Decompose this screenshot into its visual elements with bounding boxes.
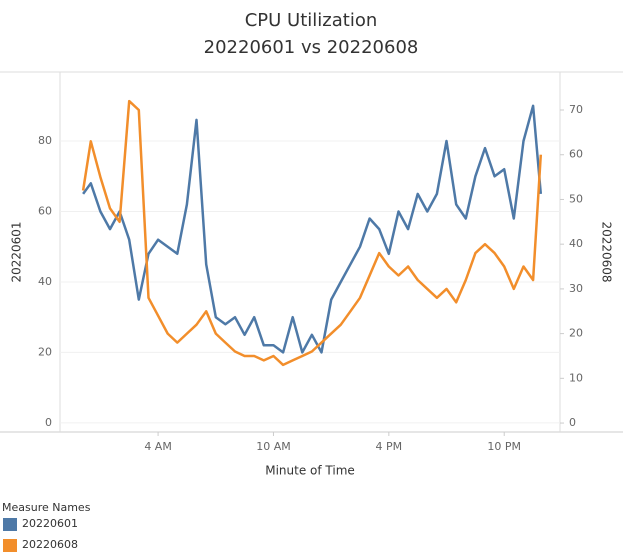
y2-tick-label: 10 (569, 371, 583, 384)
series-line (81, 99, 543, 367)
y-axis-label: 20220601 (10, 221, 24, 282)
y-tick-label: 0 (45, 416, 52, 429)
y2-tick-label: 40 (569, 237, 583, 250)
y2-tick-label: 60 (569, 148, 583, 161)
y2-axis-label: 20220608 (600, 221, 614, 282)
y-tick-label: 40 (38, 275, 52, 288)
y2-tick-label: 30 (569, 282, 583, 295)
y2-tick-label: 20 (569, 327, 583, 340)
x-tick-label: 4 AM (144, 440, 172, 453)
legend-title: Measure Names (2, 501, 91, 514)
legend-swatch (3, 539, 17, 552)
y-tick-label: 60 (38, 204, 52, 217)
x-axis-label: Minute of Time (265, 464, 355, 478)
x-tick-label: 10 PM (487, 440, 521, 453)
x-tick-label: 10 AM (256, 440, 291, 453)
x-tick-label: 4 PM (376, 440, 403, 453)
legend-label: 20220608 (22, 538, 78, 551)
y2-tick-label: 70 (569, 103, 583, 116)
y2-tick-label: 50 (569, 192, 583, 205)
y-tick-label: 80 (38, 134, 52, 147)
series-line (82, 104, 543, 354)
chart-title: CPU Utilization (245, 10, 378, 31)
legend-swatch (3, 518, 17, 531)
legend-label: 20220601 (22, 517, 78, 530)
chart-subtitle: 20220601 vs 20220608 (204, 37, 419, 58)
y2-tick-label: 0 (569, 416, 576, 429)
y-tick-label: 20 (38, 345, 52, 358)
